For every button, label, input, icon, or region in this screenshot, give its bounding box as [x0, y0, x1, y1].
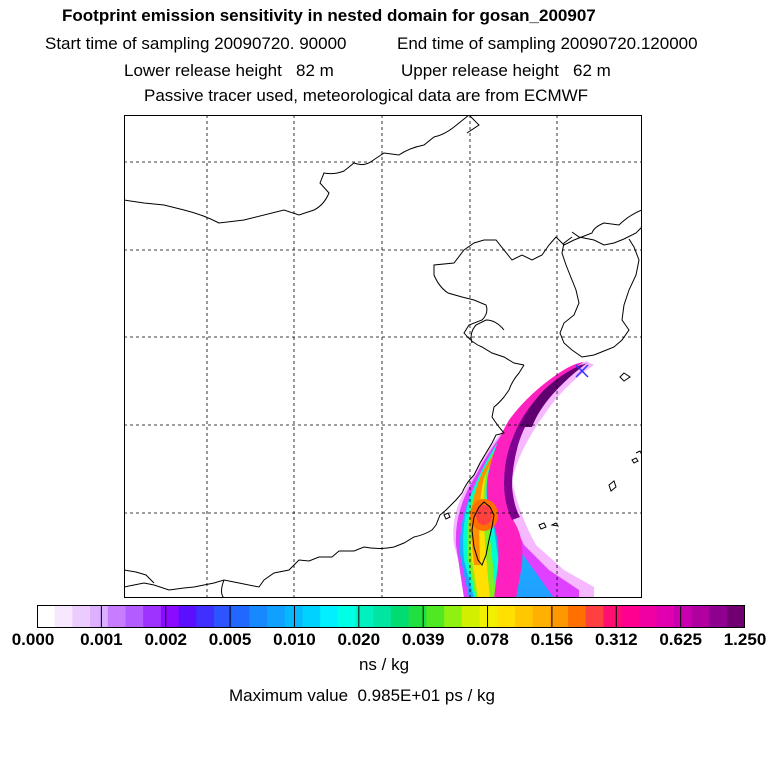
colorbar-cell — [249, 605, 268, 628]
colorbar-cell — [320, 605, 339, 628]
plot-title: Footprint emission sensitivity in nested… — [62, 6, 596, 25]
colorbar-tick-label: 0.625 — [659, 630, 702, 649]
colorbar-cell — [143, 605, 162, 628]
colorbar-cell — [196, 605, 215, 628]
colorbar-cell — [267, 605, 286, 628]
colorbar-tick-label: 0.002 — [144, 630, 187, 649]
colorbar-cell — [461, 605, 480, 628]
end-time: End time of sampling 20090720.120000 — [397, 34, 698, 53]
colorbar-cell — [214, 605, 233, 628]
colorbar-cell — [656, 605, 675, 628]
colorbar-cell — [585, 605, 604, 628]
colorbar-tick-label: 1.250 — [723, 630, 767, 649]
colorbar-cell — [603, 605, 622, 628]
colorbar-cell — [160, 605, 180, 628]
colorbar-cell — [37, 605, 56, 628]
colorbar-unit: ns / kg — [358, 655, 410, 674]
maximum-value: Maximum value 0.985E+01 ps / kg — [229, 686, 495, 705]
colorbar-cell — [532, 605, 551, 628]
colorbar-cell — [391, 605, 410, 628]
lat-lon-grid — [124, 115, 642, 598]
colorbar-cell — [514, 605, 534, 628]
colorbar-cell — [107, 605, 126, 628]
colorbar-tick-label: 0.005 — [208, 630, 252, 649]
colorbar-tick-label: 0.312 — [594, 630, 638, 649]
footprint-plume — [453, 361, 594, 598]
colorbar-cell — [302, 605, 321, 628]
colorbar-cell — [497, 605, 516, 628]
footprint-map — [124, 115, 642, 598]
colorbar-cell — [550, 605, 569, 628]
colorbar-cell — [674, 605, 693, 628]
receptor-marker — [575, 364, 589, 378]
colorbar-cell — [408, 605, 427, 628]
map-frame — [124, 115, 642, 598]
tracer-note: Passive tracer used, meteorological data… — [144, 86, 589, 105]
colorbar-cell — [373, 605, 392, 628]
colorbar-cell — [337, 605, 357, 628]
colorbar-cell — [72, 605, 91, 628]
colorbar-tick-label: 0.001 — [80, 630, 123, 649]
colorbar-cell — [638, 605, 657, 628]
colorbar-tick-label: 0.039 — [401, 630, 445, 649]
colorbar-cell — [444, 605, 463, 628]
colorbar — [37, 605, 745, 628]
lower-release-height: Lower release height 82 m — [124, 61, 334, 80]
colorbar-tick-label: 0.010 — [273, 630, 316, 649]
colorbar-cell — [90, 605, 109, 628]
colorbar-cell — [284, 605, 303, 628]
colorbar-cell — [178, 605, 197, 628]
colorbar-cell — [355, 605, 374, 628]
colorbar-cell — [479, 605, 498, 628]
colorbar-tick-label: 0.078 — [466, 630, 509, 649]
colorbar-cell — [709, 605, 728, 628]
upper-release-height: Upper release height 62 m — [401, 61, 611, 80]
colorbar-cell — [568, 605, 587, 628]
colorbar-frame — [37, 605, 745, 628]
colorbar-tick-label: 0.020 — [337, 630, 381, 649]
colorbar-cell — [621, 605, 640, 628]
colorbar-tick-label: 0.156 — [530, 630, 574, 649]
colorbar-cell — [125, 605, 144, 628]
start-time: Start time of sampling 20090720. 90000 — [45, 34, 347, 53]
colorbar-cell — [231, 605, 250, 628]
colorbar-tick-label: 0.000 — [11, 630, 55, 649]
colorbar-cell — [54, 605, 73, 628]
map-background — [124, 115, 642, 598]
colorbar-cell — [426, 605, 445, 628]
colorbar-cell — [727, 605, 745, 628]
colorbar-cell — [691, 605, 711, 628]
